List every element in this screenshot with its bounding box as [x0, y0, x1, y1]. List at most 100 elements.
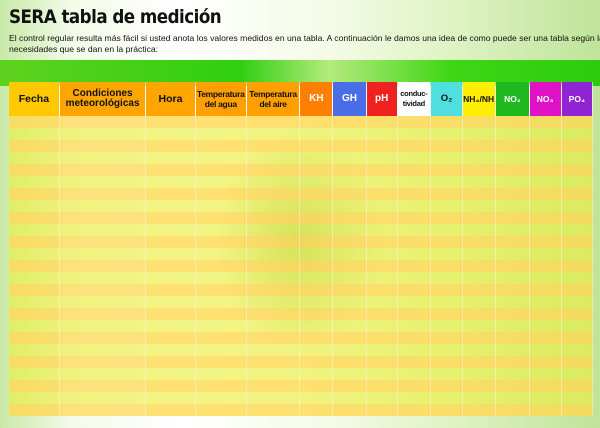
- cell-nh[interactable]: [462, 320, 497, 332]
- cell-fecha[interactable]: [9, 140, 60, 152]
- cell-o2[interactable]: [430, 260, 464, 272]
- cell-taire[interactable]: [246, 380, 301, 392]
- cell-kh[interactable]: [299, 152, 334, 164]
- cell-hora[interactable]: [145, 200, 196, 212]
- cell-no2[interactable]: [495, 164, 530, 176]
- cell-po4[interactable]: [561, 188, 594, 200]
- cell-po4[interactable]: [561, 332, 594, 344]
- cell-hora[interactable]: [145, 284, 196, 296]
- cell-po4[interactable]: [561, 296, 594, 308]
- cell-o2[interactable]: [430, 392, 464, 404]
- cell-tagua[interactable]: [195, 308, 247, 320]
- cell-nh[interactable]: [462, 272, 497, 284]
- cell-nh[interactable]: [462, 380, 497, 392]
- cell-fecha[interactable]: [9, 284, 60, 296]
- cell-hora[interactable]: [145, 260, 196, 272]
- cell-tagua[interactable]: [195, 392, 247, 404]
- cell-hora[interactable]: [145, 392, 196, 404]
- cell-cond2[interactable]: [397, 392, 431, 404]
- cell-taire[interactable]: [246, 248, 301, 260]
- cell-gh[interactable]: [332, 236, 367, 248]
- cell-kh[interactable]: [299, 176, 334, 188]
- cell-no3[interactable]: [529, 188, 562, 200]
- cell-no3[interactable]: [529, 320, 562, 332]
- cell-po4[interactable]: [561, 380, 594, 392]
- cell-po4[interactable]: [561, 164, 594, 176]
- cell-taire[interactable]: [246, 356, 301, 368]
- cell-fecha[interactable]: [9, 404, 60, 416]
- cell-no2[interactable]: [495, 128, 530, 140]
- cell-o2[interactable]: [430, 272, 464, 284]
- cell-ph[interactable]: [366, 368, 398, 380]
- cell-po4[interactable]: [561, 116, 594, 128]
- cell-ph[interactable]: [366, 296, 398, 308]
- cell-fecha[interactable]: [9, 236, 60, 248]
- cell-nh[interactable]: [462, 212, 497, 224]
- cell-no3[interactable]: [529, 404, 562, 416]
- cell-no2[interactable]: [495, 320, 530, 332]
- cell-cond2[interactable]: [397, 212, 431, 224]
- cell-nh[interactable]: [462, 308, 497, 320]
- cell-kh[interactable]: [299, 128, 334, 140]
- cell-tagua[interactable]: [195, 236, 247, 248]
- cell-hora[interactable]: [145, 308, 196, 320]
- cell-ph[interactable]: [366, 308, 398, 320]
- cell-taire[interactable]: [246, 224, 301, 236]
- cell-tagua[interactable]: [195, 128, 247, 140]
- cell-no2[interactable]: [495, 380, 530, 392]
- cell-cond2[interactable]: [397, 380, 431, 392]
- cell-po4[interactable]: [561, 236, 594, 248]
- cell-cond2[interactable]: [397, 404, 431, 416]
- cell-fecha[interactable]: [9, 200, 60, 212]
- cell-tagua[interactable]: [195, 224, 247, 236]
- cell-kh[interactable]: [299, 200, 334, 212]
- cell-nh[interactable]: [462, 284, 497, 296]
- cell-fecha[interactable]: [9, 272, 60, 284]
- cell-fecha[interactable]: [9, 248, 60, 260]
- cell-cond[interactable]: [59, 200, 147, 212]
- cell-cond[interactable]: [59, 296, 147, 308]
- cell-hora[interactable]: [145, 368, 196, 380]
- cell-ph[interactable]: [366, 140, 398, 152]
- cell-tagua[interactable]: [195, 164, 247, 176]
- cell-o2[interactable]: [430, 140, 464, 152]
- cell-tagua[interactable]: [195, 332, 247, 344]
- cell-gh[interactable]: [332, 164, 367, 176]
- cell-taire[interactable]: [246, 284, 301, 296]
- cell-o2[interactable]: [430, 368, 464, 380]
- cell-no2[interactable]: [495, 140, 530, 152]
- cell-gh[interactable]: [332, 128, 367, 140]
- cell-po4[interactable]: [561, 284, 594, 296]
- cell-no3[interactable]: [529, 116, 562, 128]
- cell-no3[interactable]: [529, 344, 562, 356]
- cell-po4[interactable]: [561, 248, 594, 260]
- cell-taire[interactable]: [246, 308, 301, 320]
- cell-gh[interactable]: [332, 404, 367, 416]
- cell-taire[interactable]: [246, 140, 301, 152]
- cell-o2[interactable]: [430, 224, 464, 236]
- cell-tagua[interactable]: [195, 320, 247, 332]
- cell-fecha[interactable]: [9, 260, 60, 272]
- cell-ph[interactable]: [366, 212, 398, 224]
- cell-cond2[interactable]: [397, 284, 431, 296]
- cell-no3[interactable]: [529, 176, 562, 188]
- cell-fecha[interactable]: [9, 116, 60, 128]
- cell-cond2[interactable]: [397, 248, 431, 260]
- cell-o2[interactable]: [430, 236, 464, 248]
- cell-kh[interactable]: [299, 212, 334, 224]
- cell-ph[interactable]: [366, 236, 398, 248]
- cell-taire[interactable]: [246, 116, 301, 128]
- cell-hora[interactable]: [145, 380, 196, 392]
- cell-nh[interactable]: [462, 248, 497, 260]
- cell-cond[interactable]: [59, 344, 147, 356]
- cell-cond2[interactable]: [397, 368, 431, 380]
- cell-taire[interactable]: [246, 260, 301, 272]
- cell-po4[interactable]: [561, 320, 594, 332]
- cell-gh[interactable]: [332, 380, 367, 392]
- cell-cond[interactable]: [59, 356, 147, 368]
- cell-ph[interactable]: [366, 152, 398, 164]
- cell-hora[interactable]: [145, 248, 196, 260]
- cell-tagua[interactable]: [195, 368, 247, 380]
- cell-kh[interactable]: [299, 356, 334, 368]
- cell-no2[interactable]: [495, 368, 530, 380]
